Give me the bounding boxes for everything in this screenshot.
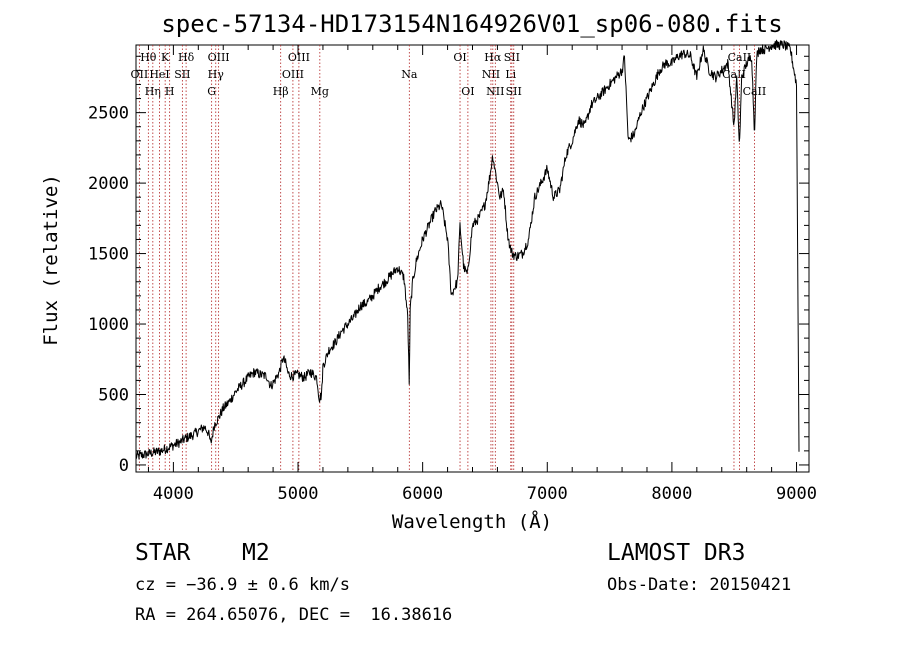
line-marker-label: OIII: [288, 51, 310, 64]
line-marker-label: OIII: [208, 51, 230, 64]
chart-title: spec-57134-HD173154N164926V01_sp06-080.f…: [161, 10, 782, 38]
line-marker-label: Hδ: [178, 51, 195, 64]
x-tick-label: 6000: [402, 484, 443, 504]
y-axis-label: Flux (relative): [40, 174, 62, 346]
coordinates: RA = 264.65076, DEC = 16.38616: [135, 605, 453, 625]
line-marker-label: Mg: [311, 85, 329, 98]
redshift-cz: cz = −36.9 ± 0.6 km/s: [135, 575, 350, 595]
line-marker-label: NII: [482, 68, 500, 81]
line-marker-label: Hα: [484, 51, 502, 64]
line-marker-label: OI: [453, 51, 466, 64]
plot-frame: [135, 44, 810, 473]
x-axis-ticks: 4000 5000 6000 7000 8000 9000: [147, 45, 817, 504]
x-tick-label: 5000: [278, 484, 319, 504]
line-marker-label: HeI: [149, 68, 169, 81]
line-marker-label: NII: [486, 85, 504, 98]
x-tick-label: 4000: [153, 484, 194, 504]
y-tick-label: 2000: [88, 174, 129, 194]
line-marker-label: Hθ: [140, 51, 157, 64]
line-marker-label: SII: [504, 51, 520, 64]
y-tick-label: 0: [119, 456, 129, 476]
line-marker-label: SII: [174, 68, 190, 81]
x-axis-label: Wavelength (Å): [392, 510, 552, 533]
line-marker-label: CaII: [728, 51, 752, 64]
x-tick-label: 7000: [527, 484, 568, 504]
y-tick-label: 2500: [88, 104, 129, 124]
y-axis-ticks: 0 500 1000 1500 2000 2500: [88, 55, 809, 476]
line-marker-label: CaII: [722, 68, 746, 81]
emission-line-markers: Hθ OII Hη HeI K H SII Hδ G Hγ OIII Hβ OIII OIII Mg Na OI…: [131, 45, 767, 472]
x-tick-label: 9000: [776, 484, 817, 504]
y-tick-label: 1000: [88, 315, 129, 335]
spectrum-series: [135, 39, 800, 460]
object-subclass: M2: [242, 540, 270, 566]
line-marker-label: SII: [506, 85, 522, 98]
object-class: STAR: [135, 540, 191, 566]
line-marker-label: CaII: [743, 85, 767, 98]
line-marker-label: Na: [401, 68, 418, 81]
line-marker-label: Hγ: [208, 68, 225, 81]
line-marker-label: OII: [131, 68, 149, 81]
spectrum-line: [135, 39, 800, 460]
y-tick-label: 500: [98, 385, 129, 405]
line-marker-label: OIII: [282, 68, 304, 81]
line-marker-label: Hβ: [273, 85, 289, 98]
x-tick-label: 8000: [651, 484, 692, 504]
line-marker-label: Li: [505, 68, 516, 81]
line-marker-label: Hη: [145, 85, 161, 98]
y-tick-label: 1500: [88, 245, 129, 265]
obs-date: Obs-Date: 20150421: [607, 575, 792, 595]
survey-name: LAMOST DR3: [607, 540, 746, 566]
line-marker-label: OI: [461, 85, 474, 98]
line-marker-label: K: [161, 51, 170, 64]
line-marker-label: H: [165, 85, 175, 98]
line-marker-label: G: [207, 85, 216, 98]
